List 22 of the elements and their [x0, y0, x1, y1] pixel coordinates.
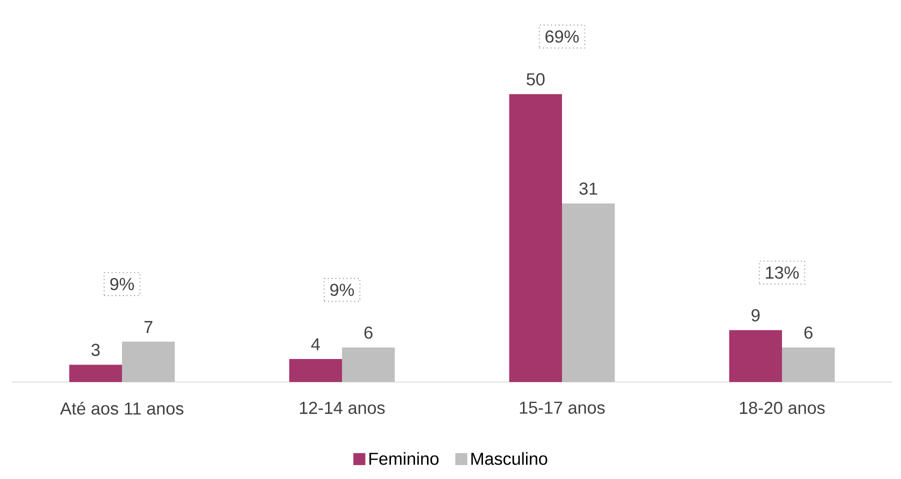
text: 69% — [546, 30, 579, 43]
x-tick-label: 18-20 anos — [740, 402, 825, 414]
data-label: 7 — [144, 321, 152, 333]
x-tick-label: 12-14 anos — [300, 402, 385, 414]
data-label: 50 — [526, 73, 545, 86]
data-label: 31 — [579, 182, 598, 195]
bar — [729, 330, 782, 382]
bar — [509, 94, 562, 382]
data-label: 9 — [752, 309, 760, 322]
data-label: 4 — [311, 338, 320, 350]
data-label: 6 — [804, 326, 812, 339]
x-tick-label: Até aos 11 anos — [60, 402, 184, 415]
annotation: 9% — [110, 278, 134, 290]
data-label: 3 — [91, 344, 100, 356]
bar — [289, 358, 342, 382]
legend-label: Feminino — [369, 452, 439, 465]
legend-label: Masculino — [471, 452, 548, 465]
x-tick-label: 15-17 anos — [520, 402, 605, 414]
bar — [69, 364, 122, 382]
data-label: 6 — [364, 326, 372, 339]
annotation: 13% — [766, 266, 799, 279]
annotation: 9% — [330, 284, 354, 296]
